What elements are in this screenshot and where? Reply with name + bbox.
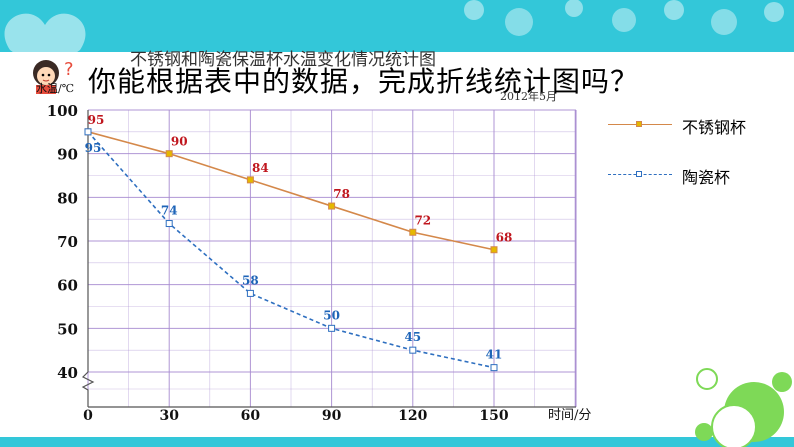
data-label: 68 — [496, 231, 513, 245]
data-label: 50 — [323, 308, 340, 322]
bubbles-deco-icon — [695, 368, 792, 447]
x-tick-label: 60 — [241, 408, 261, 424]
x-tick-label: 120 — [398, 408, 427, 424]
data-point — [165, 150, 173, 158]
legend-label-stainless: 不锈钢杯 — [682, 118, 747, 137]
y-axis-label: 水温/℃ — [36, 82, 74, 95]
data-label: 95 — [88, 113, 105, 127]
x-tick-label: 150 — [479, 408, 508, 424]
data-label: 95 — [85, 141, 102, 155]
y-tick-label: 80 — [57, 189, 78, 207]
data-label: 72 — [414, 213, 431, 227]
data-point — [409, 228, 417, 236]
girl-question-icon: ? — [33, 59, 74, 94]
data-point — [165, 220, 173, 228]
top-band — [0, 0, 794, 52]
y-tick-label: 70 — [57, 233, 78, 251]
y-tick-label: 50 — [57, 320, 78, 338]
data-label: 41 — [486, 348, 503, 362]
x-tick-label: 90 — [322, 408, 342, 424]
data-label: 58 — [242, 273, 259, 287]
data-label: 90 — [171, 135, 188, 149]
chart-date-note: 2012年5月 — [500, 90, 557, 103]
y-tick-label: 90 — [57, 146, 78, 164]
data-label: 78 — [333, 187, 350, 201]
bubbles-deco-icon — [464, 0, 784, 36]
data-point — [246, 289, 254, 297]
legend-label-ceramic: 陶瓷杯 — [682, 168, 731, 187]
data-point — [490, 364, 498, 372]
data-point — [490, 246, 498, 254]
data-point — [328, 324, 336, 332]
x-axis-label: 时间/分 — [548, 408, 591, 423]
y-axis-break — [81, 371, 95, 407]
svg-text:?: ? — [64, 59, 74, 80]
x-tick-label: 0 — [83, 408, 93, 424]
data-point — [328, 202, 336, 210]
y-tick-label: 60 — [57, 277, 78, 295]
data-label: 45 — [404, 330, 421, 344]
legend-marker-ceramic — [636, 171, 642, 177]
y-tick-label: 100 — [47, 102, 78, 120]
heart-deco-icon — [4, 13, 86, 60]
bottom-band — [0, 437, 794, 447]
series-line-0 — [87, 131, 495, 251]
legend-marker-stainless — [636, 121, 642, 127]
series-line-1 — [87, 131, 495, 369]
y-tick-label: 40 — [57, 364, 78, 382]
chart-title: 不锈钢和陶瓷保温杯水温变化情况统计图 — [130, 50, 436, 70]
data-label: 74 — [161, 204, 178, 218]
data-point — [409, 346, 417, 354]
data-point — [84, 128, 92, 136]
x-tick-label: 30 — [159, 408, 179, 424]
question-text: 你能根据表中的数据，完成折线统计图吗？ — [88, 65, 640, 98]
data-label: 84 — [252, 161, 269, 175]
data-point — [246, 176, 254, 184]
